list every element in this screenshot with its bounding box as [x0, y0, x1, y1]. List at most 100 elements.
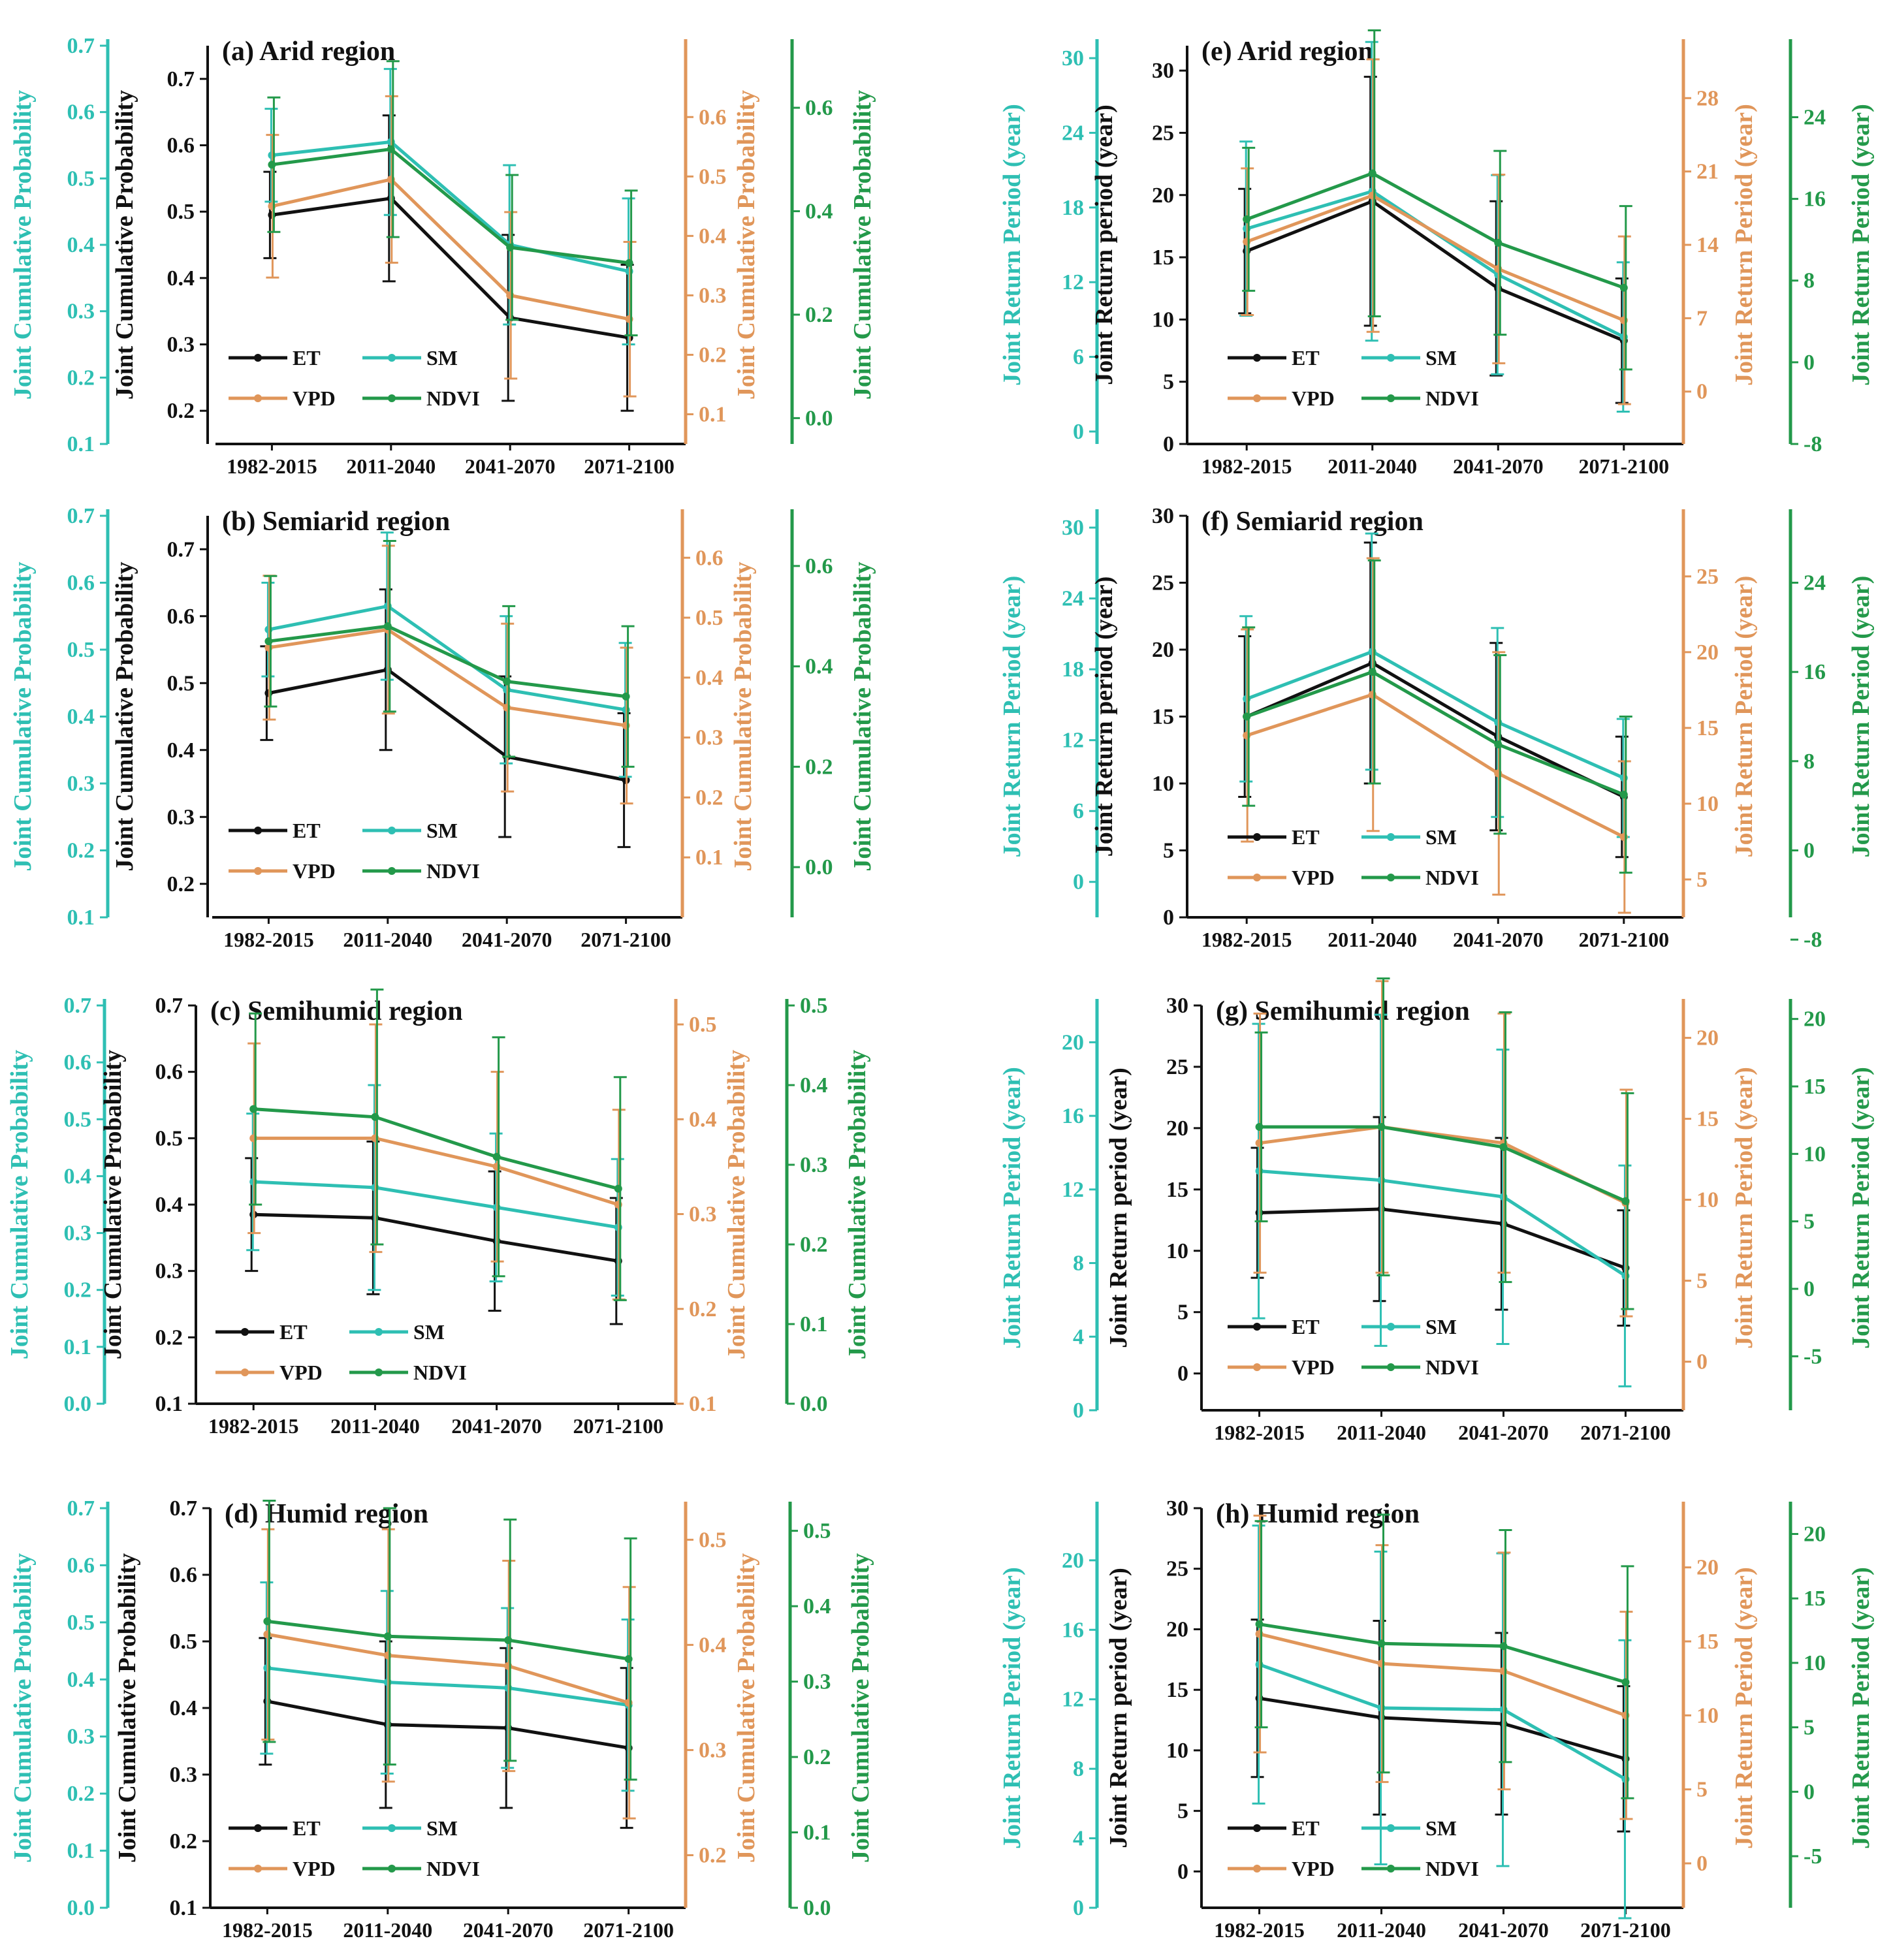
green-tick-label: 0.2: [805, 303, 833, 327]
orange-tick-label: 0.4: [699, 1633, 727, 1657]
series-line-vpd: [268, 627, 626, 727]
x-tick-label: 2071-2100: [581, 928, 671, 951]
teal-tick-label: 0.2: [64, 1278, 92, 1303]
teal-tick-label: 4: [1073, 1827, 1084, 1851]
series-point-ndvi: [387, 145, 395, 153]
x-tick-label: 2041-2070: [465, 454, 556, 478]
legend-label: ET: [1292, 1315, 1320, 1338]
orange-tick-label: 0.3: [695, 726, 724, 750]
legend-marker: [1253, 1865, 1261, 1873]
black-axis-title: Joint Return period (year): [1090, 577, 1118, 857]
x-tick-label: 2011-2040: [1328, 928, 1417, 951]
panel-title: (f) Semiarid region: [1201, 507, 1424, 537]
teal-tick-label: 18: [1062, 196, 1084, 220]
series-point-ndvi: [264, 637, 273, 646]
teal-axis-title: Joint Cumulative Probability: [6, 1050, 33, 1359]
teal-tick-label: 0.2: [67, 366, 95, 390]
series-point-ndvi: [1243, 712, 1251, 721]
teal-tick-label: 20: [1062, 1549, 1084, 1573]
black-tick-label: 15: [1166, 1178, 1188, 1202]
green-axis-title: Joint Cumulative Probability: [849, 561, 876, 871]
black-tick-label: 10: [1166, 1739, 1188, 1763]
series-line-sm: [1259, 1169, 1627, 1278]
green-tick-label: 8: [1804, 269, 1815, 293]
legend-label: ET: [1292, 825, 1320, 849]
legend-label: SM: [1425, 1816, 1457, 1840]
orange-tick-label: 0.1: [689, 1392, 717, 1416]
legend-label: VPD: [1292, 1857, 1335, 1880]
teal-tick-label: 24: [1062, 121, 1084, 145]
black-tick-label: 0.5: [167, 671, 195, 695]
series-point-ndvi: [383, 1632, 392, 1641]
legend-label: VPD: [279, 1361, 323, 1384]
orange-tick-label: 0: [1696, 1852, 1708, 1876]
black-tick-label: 10: [1166, 1239, 1188, 1263]
orange-tick-label: 20: [1696, 1026, 1719, 1051]
teal-tick-label: 6: [1073, 799, 1084, 823]
teal-tick-label: 12: [1062, 270, 1084, 294]
green-tick-label: 0.0: [800, 1392, 828, 1416]
teal-tick-label: 0.5: [67, 1611, 95, 1635]
green-tick-label: 24: [1804, 105, 1826, 129]
x-tick-label: 2011-2040: [330, 1414, 420, 1438]
green-tick-label: 0.5: [800, 994, 828, 1018]
series-point-ndvi: [1494, 238, 1503, 247]
teal-tick-label: 0.3: [64, 1222, 92, 1246]
teal-tick-label: 0.1: [67, 906, 95, 930]
green-tick-label: -8: [1804, 928, 1822, 952]
teal-tick-label: 4: [1073, 1325, 1084, 1349]
series-point-ndvi: [503, 677, 511, 686]
orange-axis-title: Joint Cumulative Probability: [733, 1553, 760, 1863]
legend-marker: [1253, 1824, 1261, 1832]
teal-tick-label: 0.6: [67, 101, 95, 125]
green-tick-label: 0.5: [803, 1519, 831, 1543]
teal-tick-label: 0: [1073, 1399, 1084, 1423]
series-line-et: [1259, 1696, 1627, 1761]
black-tick-label: 0.4: [155, 1193, 183, 1217]
black-tick-label: 30: [1166, 1496, 1188, 1521]
panel-title: (e) Arid region: [1201, 37, 1373, 67]
black-tick-label: 5: [1177, 1301, 1188, 1325]
teal-tick-label: 0.3: [67, 1725, 95, 1749]
black-tick-label: 0.6: [167, 134, 195, 158]
green-tick-label: 10: [1804, 1142, 1826, 1166]
series-line-et: [1246, 661, 1625, 798]
teal-tick-label: 30: [1062, 516, 1084, 540]
legend-marker: [375, 1368, 383, 1376]
legend-marker: [241, 1328, 249, 1336]
series-line-et: [268, 668, 627, 782]
teal-tick-label: 12: [1062, 729, 1084, 753]
x-tick-label: 2041-2070: [1458, 1421, 1549, 1444]
green-tick-label: 10: [1804, 1651, 1826, 1675]
legend-marker: [254, 394, 262, 402]
series-point-ndvi: [1255, 1620, 1264, 1628]
series-point-ndvi: [1621, 1678, 1630, 1686]
panel-d: 1982-2015 2011-2040 2041-2070 2071-2100 0.0 0…: [9, 1496, 874, 1942]
black-tick-label: 10: [1152, 772, 1174, 796]
black-tick-label: 0.5: [155, 1126, 183, 1150]
x-tick-label: 2011-2040: [1328, 454, 1417, 478]
green-tick-label: -5: [1804, 1344, 1822, 1368]
teal-axis-title: Joint Cumulative Probability: [9, 561, 37, 871]
orange-tick-label: 20: [1696, 1556, 1719, 1580]
panel-title: (c) Semihumid region: [210, 996, 463, 1026]
green-tick-label: -5: [1804, 1844, 1822, 1869]
green-tick-label: 0.4: [800, 1073, 828, 1098]
legend-marker: [254, 354, 262, 362]
legend-label: NDVI: [1425, 387, 1479, 410]
orange-axis-title: Joint Cumulative Probability: [729, 561, 757, 871]
green-tick-label: 5: [1804, 1716, 1815, 1740]
teal-tick-label: 0.3: [67, 772, 95, 796]
legend-label: SM: [1425, 825, 1457, 849]
green-tick-label: 0.2: [800, 1233, 828, 1257]
green-axis-title: Joint Cumulative Probability: [849, 90, 876, 400]
teal-tick-label: 20: [1062, 1030, 1084, 1054]
legend-marker: [1387, 1323, 1395, 1331]
series-line-vpd: [1246, 693, 1625, 839]
orange-tick-label: 25: [1696, 565, 1719, 589]
legend-label: ET: [1292, 1816, 1320, 1840]
teal-tick-label: 0.1: [67, 432, 95, 456]
x-tick-label: 2041-2070: [462, 928, 552, 951]
legend-marker: [254, 827, 262, 834]
green-tick-label: 0: [1804, 351, 1815, 375]
